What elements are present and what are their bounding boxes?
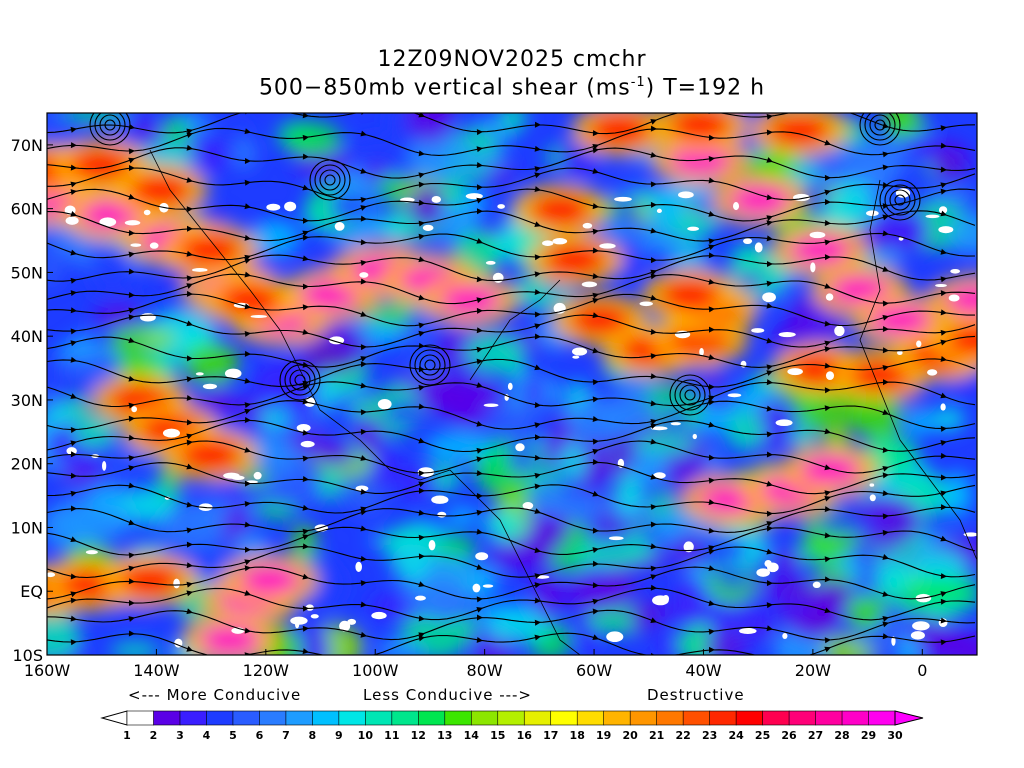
colorbar-label: 26 [781,729,797,742]
colorbar-swatch [365,710,393,726]
colorbar-label: 14 [464,729,480,742]
lat-tick-label: 70N [11,136,43,155]
colorbar-label: 20 [623,729,639,742]
colorbar-swatch [338,710,366,726]
colorbar-swatch [444,710,472,726]
lon-tick-label: 160W [24,661,71,680]
colorbar-label: 8 [309,729,317,742]
map-subtitle: 500−850mb vertical shear (ms-1) T=192 h [0,75,1024,100]
colorbar-swatch [259,710,287,726]
lat-tick-label: 60N [11,200,43,219]
colorbar-label: 5 [229,729,237,742]
colorbar-label: 17 [543,729,558,742]
colorbar-swatch [550,710,578,726]
subtitle-suffix: ) T=192 h [645,75,766,101]
colorbar-swatch [762,710,790,726]
lon-tick-label: 20W [795,661,831,680]
colorbar-swatch [841,710,870,726]
colorbar-label: 12 [411,729,426,742]
colorbar-left-arrow [100,710,128,726]
colorbar-label: 30 [887,729,903,742]
lat-tick-label: 20N [11,455,43,474]
subtitle-prefix: 500−850mb vertical shear (ms [258,75,631,101]
colorbar-label: 25 [755,729,770,742]
colorbar-swatch [603,710,631,726]
colorbar-label: 7 [282,729,290,742]
map-frame [46,112,978,656]
colorbar-swatch [735,710,764,726]
lon-tick-label: 40W [685,661,721,680]
colorbar-label: 22 [675,729,690,742]
colorbar-label: 1 [123,729,131,742]
colorbar-swatch [312,710,340,726]
colorbar-swatch [709,710,737,726]
colorbar-label: 6 [256,729,264,742]
colorbar-label: 18 [570,729,585,742]
colorbar-right-arrow [894,710,924,726]
colorbar-label: 10 [358,729,374,742]
lat-tick-label: 10N [11,518,43,537]
lon-tick-label: 100W [352,661,399,680]
colorbar-label: 15 [490,729,505,742]
colorbar-swatch [629,710,658,726]
colorbar-swatch [576,710,605,726]
colorbar-label: 13 [437,729,452,742]
colorbar-swatch [232,710,261,726]
lat-tick-label: 50N [11,263,43,282]
colorbar-label: 3 [176,729,184,742]
colorbar-label: 16 [517,729,533,742]
lon-tick-label: 120W [243,661,290,680]
caption-destructive: Destructive [647,686,745,704]
colorbar-label: 19 [596,729,611,742]
lat-tick-label: 10S [12,646,43,665]
lat-tick-label: 30N [11,391,43,410]
colorbar-swatch [206,710,234,726]
colorbar-swatch [391,710,419,726]
colorbar-swatch [126,710,155,726]
caption-more-conducive: <--- More Conducive [128,686,302,704]
colorbar-swatch [497,710,525,726]
colorbar-swatch [682,710,711,726]
map-title: 12Z09NOV2025 cmchr [377,47,647,72]
colorbar-label: 11 [384,729,399,742]
colorbar-swatch [656,710,684,726]
colorbar-label: 21 [649,729,664,742]
colorbar-label: 28 [834,729,849,742]
colorbar-swatch [418,710,446,726]
lat-tick-label: 40N [11,327,43,346]
colorbar-label: 2 [150,729,158,742]
subtitle-superscript: -1 [630,75,646,90]
colorbar-swatch [815,710,843,726]
colorbar-label: 9 [335,729,343,742]
lon-tick-label: 80W [467,661,503,680]
colorbar-swatch [285,710,313,726]
colorbar-swatch [153,710,181,726]
caption-less-conducive: Less Conducive ---> [363,686,532,704]
colorbar-label: 24 [728,729,744,742]
lon-tick-label: 0 [917,661,927,680]
colorbar-swatch [788,710,817,726]
colorbar-swatch [470,710,499,726]
lon-tick-label: 140W [133,661,180,680]
lon-tick-label: 60W [576,661,612,680]
colorbar-label: 23 [702,729,717,742]
colorbar-label: 4 [203,729,211,742]
lat-tick-label: EQ [20,582,43,601]
colorbar-swatch [523,710,552,726]
colorbar-label: 29 [861,729,876,742]
colorbar-label: 27 [808,729,823,742]
colorbar-swatch [868,710,896,726]
colorbar-swatch [179,710,208,726]
